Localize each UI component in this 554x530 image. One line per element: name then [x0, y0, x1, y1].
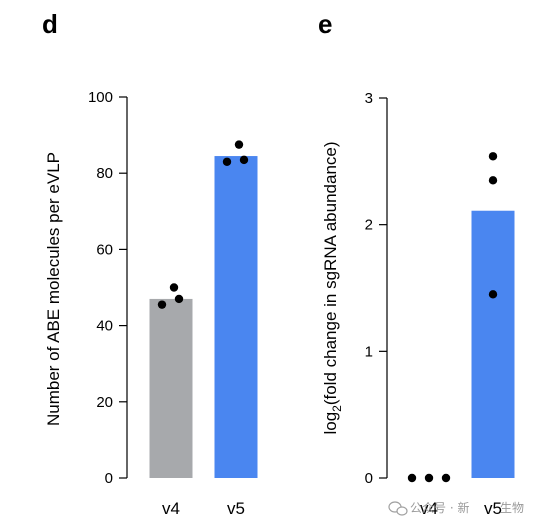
- panel-d-point-v4-1: [169, 283, 179, 292]
- panel-d-point-v4-0: [157, 300, 167, 309]
- panel-d-y-tick-label-1: 20: [96, 394, 113, 411]
- panel-e-y-tick-label-2: 2: [365, 217, 373, 234]
- panel-d-chart: d Number of ABE molecules per eVLP 0 20 40…: [42, 9, 258, 518]
- panel-e-point-v5-0: [488, 152, 498, 161]
- panel-d-point-v5-0: [222, 157, 232, 166]
- panel-e-y-axis-title: log2(fold change in sgRNA abundance): [321, 141, 344, 434]
- panel-d-bar-v5: [214, 156, 258, 478]
- panel-d-category-label-v4: v4: [162, 499, 180, 518]
- panel-e-category-label-v5: v5: [484, 499, 502, 518]
- panel-d-point-v5-1: [234, 140, 244, 149]
- panel-d-bar-v4: [149, 298, 193, 478]
- panel-e-y-tick-label-0: 0: [365, 470, 373, 487]
- wechat-icon: [388, 501, 408, 516]
- panel-d-y-tick-label-3: 60: [96, 241, 113, 258]
- panel-d-category-label-v5: v5: [227, 499, 245, 518]
- panel-d-y-tick-label-5: 100: [88, 89, 113, 106]
- panel-e-point-v4-0: [407, 473, 417, 483]
- panel-d-y-axis-title: Number of ABE molecules per eVLP: [44, 152, 63, 426]
- panel-e-y-tick-label-1: 1: [365, 343, 373, 360]
- panel-d-y-tick-label-2: 40: [96, 318, 113, 335]
- panel-e-point-v5-2: [488, 290, 498, 299]
- panel-d-point-v5-2: [239, 155, 249, 165]
- panel-e-point-v4-1: [424, 473, 434, 483]
- panel-e-y-axis-title-rest: (fold change in sgRNA abundance): [321, 141, 340, 405]
- panel-e-point-v4-2: [441, 473, 451, 483]
- panel-e-y-axis-title-log: log: [321, 412, 340, 435]
- panel-e-y-axis-title-sub: 2: [330, 405, 344, 412]
- watermark-text: 公众号 · 新: [410, 500, 469, 515]
- watermark-text-2: 生物: [500, 501, 524, 515]
- panel-d-point-v4-2: [174, 294, 184, 304]
- panel-e-point-v5-1: [488, 176, 498, 185]
- panel-e-category-label-v4: v4: [420, 499, 438, 518]
- panel-e-y-tick-label-3: 3: [365, 90, 373, 107]
- panel-d-y-tick-label-0: 0: [105, 470, 113, 487]
- panel-d-letter: d: [42, 9, 58, 39]
- panel-d-y-tick-label-4: 80: [96, 165, 113, 182]
- panel-e-bar-v5: [471, 210, 515, 478]
- panel-e-letter: e: [318, 9, 332, 39]
- watermark: 公众号 · 新 生物: [388, 500, 524, 516]
- panel-e-chart: e log2(fold change in sgRNA abundance) 0…: [318, 9, 515, 518]
